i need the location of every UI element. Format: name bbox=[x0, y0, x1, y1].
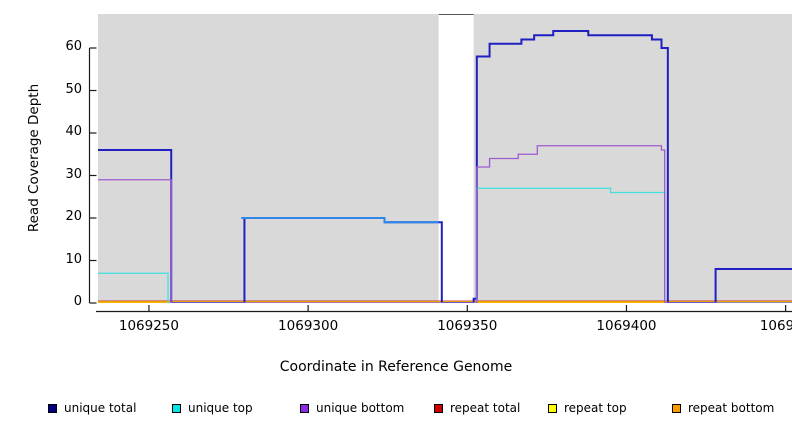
chart-legend: unique total unique top unique bottom repea… bbox=[0, 398, 792, 422]
legend-item[interactable]: repeat bottom bbox=[672, 398, 774, 418]
y-axis-title: Read Coverage Depth bbox=[26, 83, 42, 233]
legend-label: repeat total bbox=[450, 401, 521, 415]
y-axis-tick-label: 30 bbox=[65, 166, 82, 182]
legend-swatch-icon bbox=[48, 403, 57, 413]
legend-label: unique total bbox=[64, 401, 137, 415]
y-axis-tick-label: 50 bbox=[65, 81, 82, 97]
y-axis-tick-label: 0 bbox=[73, 294, 82, 309]
x-axis-title: Coordinate in Reference Genome bbox=[279, 359, 513, 375]
legend-item[interactable]: repeat top bbox=[548, 398, 627, 418]
legend-item[interactable]: unique total bbox=[48, 398, 136, 418]
legend-swatch-icon bbox=[434, 403, 443, 413]
legend-swatch-icon bbox=[672, 403, 681, 413]
y-axis-tick-label: 60 bbox=[65, 39, 82, 54]
legend-swatch-icon bbox=[300, 403, 309, 413]
x-axis-tick-label: 1069300 bbox=[278, 318, 339, 334]
segment-mid-left-light-blue bbox=[241, 217, 439, 224]
legend-item[interactable]: unique bottom bbox=[300, 398, 404, 418]
x-axis-tick-label: 106945 bbox=[759, 318, 792, 334]
legend-swatch-icon bbox=[548, 403, 557, 413]
legend-label: repeat bottom bbox=[688, 401, 775, 415]
plot-svg bbox=[98, 14, 792, 303]
y-axis-tick-label: 10 bbox=[65, 251, 82, 267]
y-axis-tick-label: 40 bbox=[65, 124, 82, 139]
y-axis-tick-label: 20 bbox=[65, 209, 82, 224]
x-axis-tick-label: 1069250 bbox=[118, 318, 179, 334]
x-axis-tick-label: 1069350 bbox=[437, 318, 498, 334]
legend-label: unique top bbox=[188, 401, 253, 415]
x-axis-tick-label: 1069400 bbox=[596, 318, 657, 334]
gap-background bbox=[438, 14, 474, 303]
legend-swatch-icon bbox=[172, 403, 181, 413]
legend-item[interactable]: unique top bbox=[172, 398, 253, 418]
legend-label: unique bottom bbox=[316, 401, 405, 415]
legend-item[interactable]: repeat total bbox=[434, 398, 520, 418]
plot-area bbox=[98, 14, 792, 303]
series-line-unique-bottom bbox=[98, 145, 792, 303]
legend-label: repeat top bbox=[564, 401, 627, 415]
